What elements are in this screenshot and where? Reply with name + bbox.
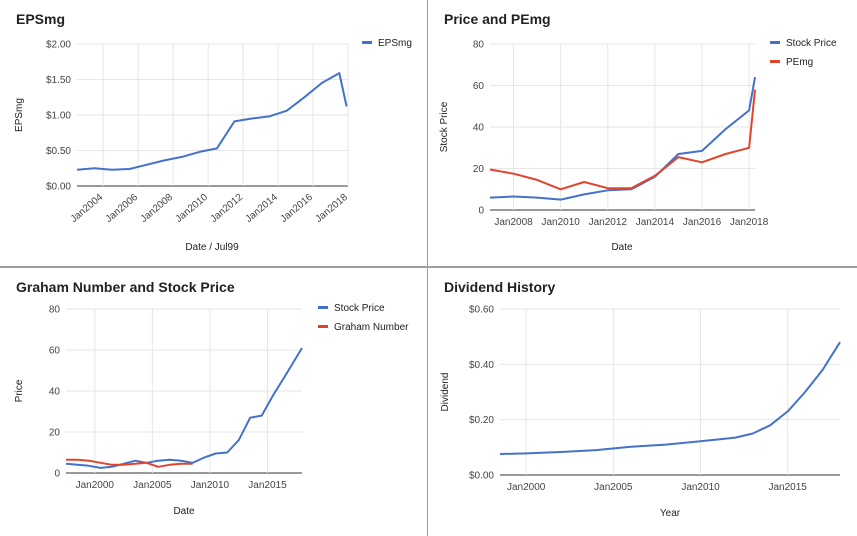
y-axis-title: EPSmg: [14, 98, 25, 132]
y-tick-label: $0.40: [469, 360, 494, 371]
vertical-divider: [427, 0, 428, 536]
y-tick-label: $0.50: [46, 146, 71, 157]
x-tick-label: Jan2014: [244, 192, 281, 225]
legend-swatch: [362, 41, 372, 44]
legend-label: Stock Price: [786, 38, 837, 49]
y-tick-label: 80: [49, 305, 61, 316]
x-tick-label: Jan2014: [636, 217, 675, 228]
x-axis-title: Date / Jul99: [185, 242, 239, 253]
price-pe-chart-svg: 0 20 40 60 80 Jan2008 Jan2010 Jan2012 Jan2014 Jan…: [439, 38, 837, 253]
legend-label: Stock Price: [334, 303, 385, 314]
y-tick-label: $0.20: [469, 415, 494, 426]
x-tick-label: Jan2004: [69, 192, 106, 225]
x-tick-label: Jan2010: [681, 482, 720, 493]
x-axis-title: Year: [660, 508, 681, 519]
x-tick-label: Jan2005: [133, 480, 172, 491]
eps-chart-svg: $0.00$0.50$1.00$1.50$2.00Jan2004Jan2006J…: [14, 38, 412, 253]
x-tick-label: Jan2018: [730, 217, 769, 228]
chart-title: Dividend History: [444, 279, 556, 295]
horizontal-divider: [0, 266, 857, 268]
y-tick-label: $0.00: [469, 471, 494, 482]
legend-label: PEmg: [786, 57, 813, 68]
x-axis-title: Date: [611, 242, 633, 253]
x-tick-label: Jan2018: [313, 192, 350, 225]
y-tick-label: $2.00: [46, 40, 71, 51]
y-tick-label: $1.50: [46, 75, 71, 86]
x-tick-label: Jan2005: [594, 482, 633, 493]
series-line-graham-number: [66, 458, 193, 468]
y-tick-label: 0: [54, 469, 60, 480]
series-line-pemg: [489, 89, 756, 191]
y-axis-title: Stock Price: [439, 101, 450, 152]
legend-swatch: [318, 306, 328, 309]
y-tick-label: 20: [49, 428, 61, 439]
x-tick-label: Jan2016: [278, 192, 315, 225]
x-tick-label: Jan2012: [209, 192, 246, 225]
y-tick-label: 40: [49, 387, 61, 398]
x-tick-label: Jan2000: [76, 480, 115, 491]
y-tick-label: 20: [473, 164, 485, 175]
y-tick-label: $1.00: [46, 111, 71, 122]
chart-title: EPSmg: [16, 11, 66, 27]
x-tick-label: Jan2008: [139, 192, 176, 225]
x-tick-label: Jan2010: [541, 217, 580, 228]
y-tick-label: $0.60: [469, 305, 494, 316]
chart-title: Price and PEmg: [444, 11, 551, 27]
series-line-series: [499, 341, 841, 455]
x-tick-label: Jan2015: [248, 480, 287, 491]
legend-label: EPSmg: [378, 38, 412, 49]
legend-swatch: [318, 325, 328, 328]
y-tick-label: 80: [473, 40, 485, 51]
y-tick-label: 60: [473, 81, 485, 92]
x-tick-label: Jan2006: [104, 192, 141, 225]
y-tick-label: 60: [49, 346, 61, 357]
graham-chart-panel: Graham Number and Stock Price 0 20 40 60 80 J…: [0, 268, 428, 536]
y-axis-title: Price: [14, 379, 25, 402]
x-tick-label: Jan2015: [769, 482, 808, 493]
x-tick-label: Jan2010: [174, 192, 211, 225]
price-pe-chart-panel: Price and PEmg 0 20 40 60 80 Jan2008 Jan2010 Ja…: [428, 0, 857, 266]
dividend-chart-panel: Dividend History $0.00 $0.20 $0.40 $0.60 Jan…: [428, 268, 857, 536]
y-axis-title: Dividend: [440, 373, 451, 412]
y-tick-label: 0: [478, 206, 484, 217]
series-line-stock-price: [489, 77, 756, 201]
dividend-chart-svg: $0.00 $0.20 $0.40 $0.60 Jan2000 Jan2005 Jan201…: [440, 305, 841, 519]
eps-chart-panel: EPSmg $0.00 $0.50 $1.00 $1.50 $2.00 Jan2004 Ja…: [0, 0, 428, 266]
x-tick-label: Jan2016: [683, 217, 722, 228]
graham-chart-svg: 0 20 40 60 80 Jan2000 Jan2005 Jan2010 Jan2015 Pri…: [14, 303, 409, 517]
series-line-epsmg: [76, 72, 348, 171]
series-line-stock-price: [65, 347, 303, 469]
legend-label: Graham Number: [334, 322, 409, 333]
legend-swatch: [770, 41, 780, 44]
legend-swatch: [770, 60, 780, 63]
y-tick-label: 40: [473, 123, 485, 134]
chart-title: Graham Number and Stock Price: [16, 279, 235, 295]
x-tick-label: Jan2008: [494, 217, 533, 228]
x-axis-title: Date: [173, 506, 195, 517]
x-tick-label: Jan2010: [191, 480, 230, 491]
x-tick-label: Jan2000: [507, 482, 546, 493]
y-tick-label: $0.00: [46, 182, 71, 193]
x-tick-label: Jan2012: [589, 217, 628, 228]
